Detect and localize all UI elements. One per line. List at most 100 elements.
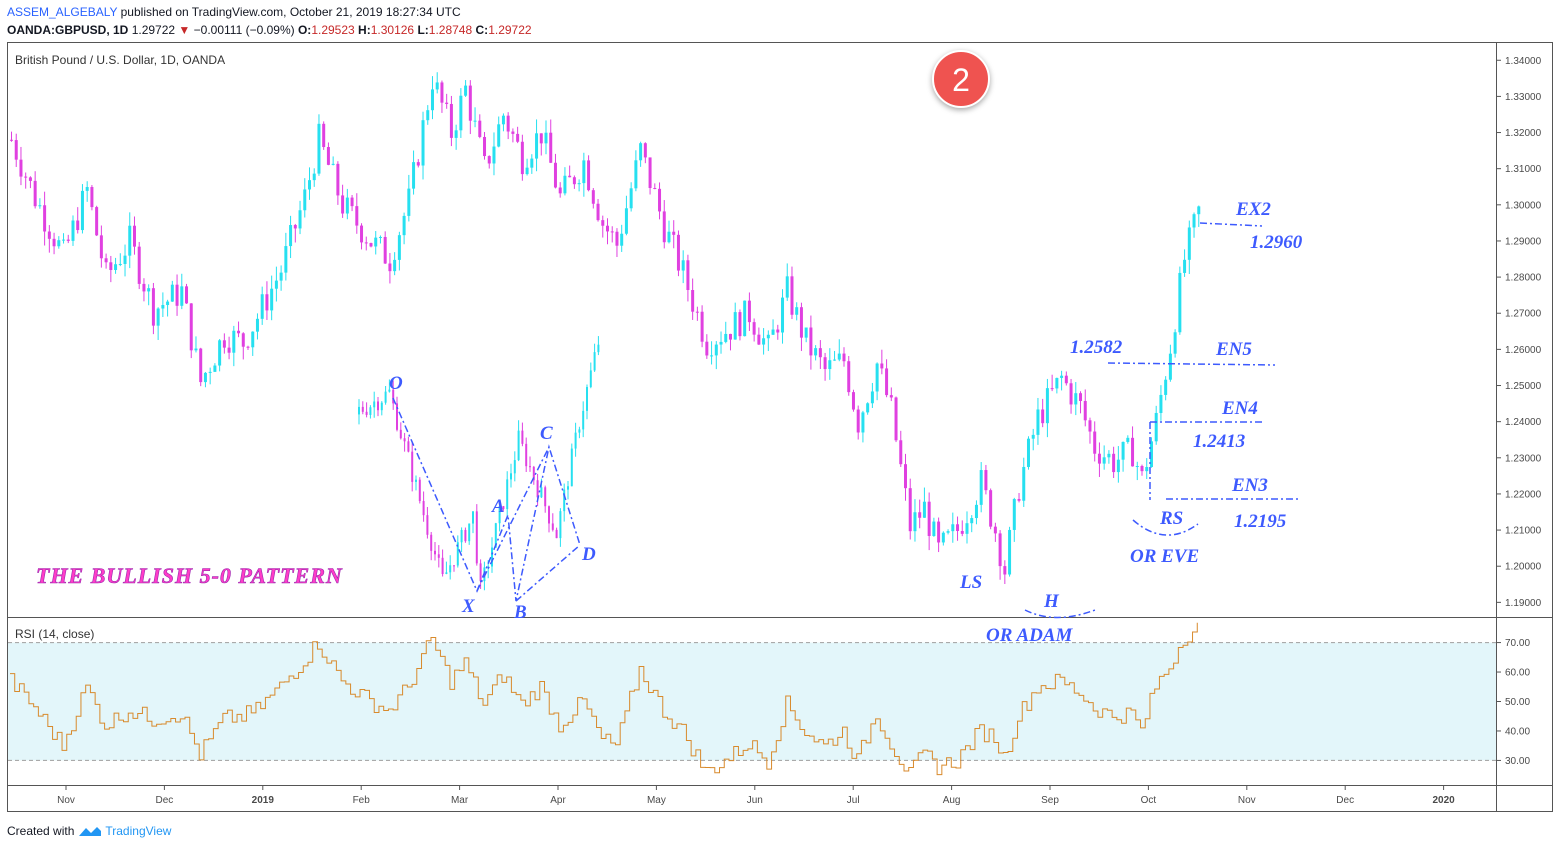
candle-body [563, 175, 567, 194]
candle-body [66, 239, 70, 241]
candle-body [946, 531, 950, 533]
time-tick-label: Aug [943, 795, 961, 806]
ex2-price: 1.2960 [1250, 232, 1303, 253]
candle-body [279, 272, 283, 281]
candle-body [880, 363, 884, 369]
candle-body [894, 397, 898, 441]
candle-body [908, 488, 912, 532]
candle-body [142, 283, 146, 292]
candle-body [308, 180, 311, 190]
candle-body [109, 262, 113, 271]
high-label: H: [358, 23, 371, 37]
candle-body [837, 353, 841, 360]
candle-body [667, 231, 671, 243]
time-tick-label: Apr [550, 795, 566, 806]
price-tick-label: 1.30000 [1505, 200, 1542, 211]
candle-body [90, 187, 94, 208]
candle-body [270, 288, 274, 311]
pattern-candle-body [529, 466, 531, 468]
time-tick-label: Jun [747, 795, 763, 806]
candle-body [889, 395, 893, 398]
candle-body [459, 95, 463, 131]
candle-body [71, 220, 75, 241]
candle-body [95, 207, 99, 236]
candle-body [1008, 529, 1012, 575]
candle-body [951, 524, 955, 532]
candle-body [1168, 353, 1172, 380]
candle-body [922, 501, 926, 518]
pattern-candle-body [453, 565, 455, 567]
candle-body [624, 208, 628, 234]
pattern-candle-body [460, 529, 463, 543]
candle-body [14, 140, 18, 160]
point-x-label: X [461, 596, 476, 617]
candle-body [686, 260, 690, 291]
candle-body [1079, 393, 1083, 401]
candle-body [587, 160, 591, 191]
price-tick-label: 1.25000 [1505, 381, 1542, 392]
price-tick-label: 1.24000 [1505, 417, 1542, 428]
candle-body [705, 341, 709, 356]
candle-body [700, 311, 704, 342]
close-value: 1.29722 [488, 23, 532, 37]
candle-body [28, 177, 32, 181]
author-link[interactable]: ASSEM_ALGEBALY [7, 5, 118, 19]
candle-body [1192, 214, 1196, 228]
low-value: 1.28748 [428, 23, 473, 37]
candle-body [241, 333, 245, 347]
pattern-candle-body [502, 506, 505, 510]
candle-body [412, 162, 416, 189]
pattern-candle-body [441, 557, 444, 575]
candle-body [520, 141, 524, 175]
pattern-candle-body [396, 403, 398, 430]
candle-body [823, 357, 827, 370]
candle-body [861, 412, 865, 433]
candle-body [714, 344, 718, 356]
pattern-candle-body [513, 460, 516, 474]
candle-body [1083, 400, 1087, 421]
candle-body [781, 297, 785, 333]
pattern-candle-body [491, 547, 493, 567]
candle-body [974, 504, 978, 519]
candle-body [809, 327, 813, 356]
candle-body [47, 231, 51, 239]
pattern-candle-body [380, 402, 383, 411]
candle-body [535, 133, 539, 159]
pattern-candle-body [479, 563, 482, 582]
rsi-tick-label: 50.00 [1505, 697, 1530, 708]
chart-frame [7, 42, 1553, 812]
candle-body [1069, 383, 1073, 405]
pattern-candle-body [532, 466, 535, 481]
rsi-tick-label: 70.00 [1505, 638, 1530, 649]
candle-body [1064, 375, 1068, 384]
candle-body [870, 391, 874, 404]
pattern-candle-body [555, 529, 558, 539]
chart-title: British Pound / U.S. Dollar, 1D, OANDA [15, 53, 225, 67]
pattern-candle-body [399, 429, 402, 439]
last-price: 1.29722 [131, 23, 176, 37]
tradingview-link[interactable]: TradingView [105, 824, 172, 838]
candle-body [691, 290, 695, 312]
left-shoulder-label: LS [959, 572, 982, 593]
candle-body [336, 163, 340, 196]
tradingview-logo-icon [79, 827, 102, 836]
candle-body [289, 225, 293, 247]
pattern-candle-body [415, 479, 417, 482]
pattern-candle-body [494, 523, 497, 548]
candle-body [984, 470, 988, 491]
candle-body [643, 143, 647, 158]
candle-body [251, 331, 255, 348]
candle-body [620, 233, 624, 246]
candle-body [1012, 499, 1016, 530]
candle-body [1116, 459, 1120, 473]
pattern-candle-body [411, 451, 414, 482]
candle-body [747, 300, 751, 323]
candle-body [374, 237, 378, 247]
created-with-text: Created with [7, 824, 75, 838]
candle-body [1045, 388, 1049, 424]
candle-body [998, 533, 1002, 567]
rsi-line [10, 622, 1198, 776]
candle-body [497, 124, 501, 147]
candle-body [1107, 453, 1111, 458]
